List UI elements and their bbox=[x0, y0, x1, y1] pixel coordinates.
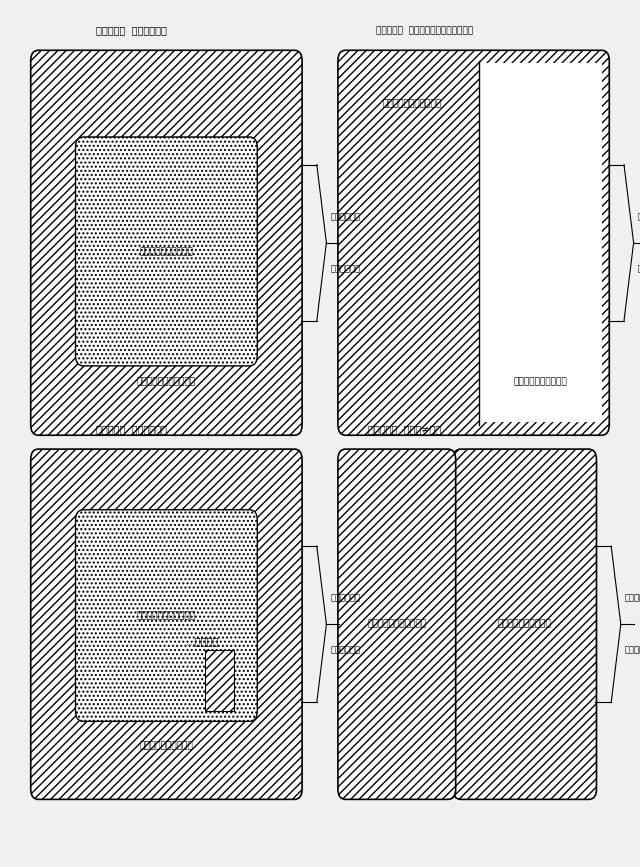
Text: 追加情報あり: 追加情報あり bbox=[331, 594, 360, 603]
Text: 更新前学習データセット: 更新前学習データセット bbox=[137, 611, 196, 620]
Text: 追加情報あり: 追加情報あり bbox=[625, 594, 640, 603]
Bar bbox=[479, 63, 602, 422]
Text: 最新学習データセット: 最新学習データセット bbox=[498, 620, 552, 629]
Text: 最新学習データセット: 最新学習データセット bbox=[140, 741, 193, 750]
Text: 削除情報あり: 削除情報あり bbox=[638, 264, 640, 273]
Text: パターン４  更新前≠最新: パターン４ 更新前≠最新 bbox=[369, 424, 442, 434]
FancyBboxPatch shape bbox=[31, 449, 302, 799]
FancyBboxPatch shape bbox=[31, 50, 302, 435]
Bar bbox=[205, 650, 234, 711]
FancyBboxPatch shape bbox=[338, 50, 609, 435]
Text: パターン２  更新前の一部＝最新の一部: パターン２ 更新前の一部＝最新の一部 bbox=[376, 26, 474, 35]
Text: パターン３  更新前＜最新: パターン３ 更新前＜最新 bbox=[95, 424, 166, 434]
Text: 削除情報あり: 削除情報あり bbox=[331, 264, 360, 273]
Text: 削除情報あり: 削除情報あり bbox=[625, 646, 640, 655]
Text: 削除情報なし: 削除情報なし bbox=[331, 646, 360, 655]
FancyBboxPatch shape bbox=[338, 449, 456, 799]
FancyBboxPatch shape bbox=[76, 137, 257, 366]
Text: 更新前学習データセット: 更新前学習データセット bbox=[137, 377, 196, 386]
FancyBboxPatch shape bbox=[76, 510, 257, 721]
Text: パターン１  更新前＞最新: パターン１ 更新前＞最新 bbox=[95, 25, 166, 36]
Text: …差分情報: …差分情報 bbox=[186, 636, 219, 647]
Text: 更新前学習データセット: 更新前学習データセット bbox=[383, 100, 442, 108]
Text: 追加情報あり: 追加情報あり bbox=[638, 212, 640, 221]
Text: 追加情報なし: 追加情報なし bbox=[331, 212, 360, 221]
Text: 最新学習データセット: 最新学習データセット bbox=[140, 247, 193, 256]
Text: 最新学習データセット: 最新学習データセット bbox=[513, 377, 567, 386]
Text: 更新前学習データセット: 更新前学習データセット bbox=[367, 620, 426, 629]
FancyBboxPatch shape bbox=[453, 449, 596, 799]
